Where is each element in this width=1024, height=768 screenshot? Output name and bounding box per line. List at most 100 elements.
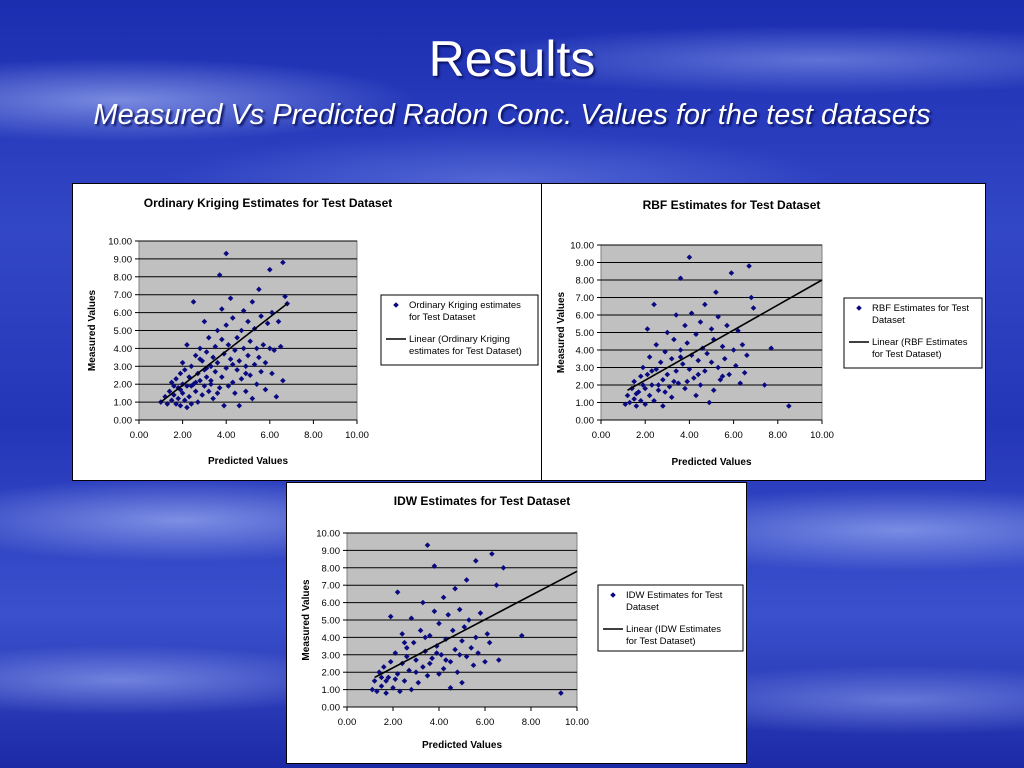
- data-point: [256, 354, 262, 361]
- data-point: [212, 368, 219, 375]
- data-point: [649, 368, 655, 374]
- trendline: [374, 570, 578, 679]
- data-point: [267, 345, 273, 352]
- data-point: [622, 401, 629, 408]
- y-tick-label: 1.00: [322, 685, 341, 696]
- data-point: [247, 372, 253, 379]
- data-point: [240, 308, 247, 314]
- data-point: [210, 354, 216, 361]
- data-point: [404, 653, 410, 660]
- y-tick-label: 4.00: [576, 346, 595, 357]
- x-tick-label: 8.00: [304, 430, 323, 441]
- data-point: [392, 676, 399, 682]
- legend-entry-line: for Test Dataset: [409, 312, 476, 323]
- y-tick-label: 9.00: [114, 254, 133, 265]
- data-point: [229, 379, 236, 386]
- data-point: [399, 631, 405, 637]
- data-point: [277, 343, 284, 350]
- x-tick-label: 2.00: [636, 430, 655, 441]
- data-point: [201, 318, 208, 325]
- data-point: [374, 688, 380, 695]
- y-axis-label: Measured Values: [301, 579, 312, 661]
- data-point: [401, 678, 408, 684]
- x-tick-label: 2.00: [173, 430, 192, 441]
- y-tick-label: 7.00: [576, 293, 595, 304]
- legend-entry-line: for Test Dataset): [626, 636, 696, 647]
- data-point: [177, 370, 184, 377]
- data-point: [258, 368, 264, 375]
- data-point: [682, 322, 688, 329]
- data-point: [221, 402, 227, 409]
- data-point: [704, 350, 710, 357]
- legend-entry-line: Linear (Ordinary Kriging: [409, 334, 510, 345]
- data-point: [234, 334, 240, 341]
- data-point: [558, 690, 564, 696]
- x-tick-label: 0.00: [592, 430, 611, 441]
- legend-entry-line: for Test Dataset): [872, 349, 942, 360]
- data-point: [197, 356, 203, 362]
- data-point: [208, 381, 214, 387]
- data-point: [456, 606, 463, 613]
- data-point: [675, 380, 682, 387]
- y-tick-label: 5.00: [322, 616, 341, 627]
- data-point: [214, 359, 221, 366]
- data-point: [232, 347, 238, 353]
- trendline: [627, 279, 823, 391]
- data-point: [253, 345, 260, 352]
- data-point: [713, 289, 719, 296]
- legend-box: [380, 294, 539, 366]
- data-point: [637, 373, 644, 380]
- data-point: [477, 610, 484, 616]
- data-point: [445, 611, 451, 618]
- y-tick-label: 3.00: [114, 362, 133, 373]
- data-point: [243, 388, 249, 395]
- data-point: [245, 352, 251, 359]
- data-point: [519, 632, 525, 639]
- x-tick-label: 4.00: [217, 430, 236, 441]
- legend-box: [843, 297, 983, 369]
- data-point: [227, 295, 234, 302]
- data-point: [500, 565, 507, 571]
- data-point: [644, 326, 651, 332]
- data-point: [408, 686, 415, 693]
- data-point: [664, 329, 671, 336]
- data-point: [719, 343, 726, 350]
- data-point: [251, 361, 258, 368]
- data-point: [236, 402, 243, 409]
- data-point: [468, 645, 474, 651]
- data-point: [173, 401, 179, 407]
- data-point: [269, 309, 275, 316]
- data-point: [205, 388, 212, 395]
- data-point: [383, 690, 389, 696]
- data-point: [748, 294, 755, 301]
- y-tick-label: 4.00: [322, 633, 341, 644]
- data-point: [234, 367, 240, 373]
- legend-box: [597, 584, 744, 652]
- data-point: [761, 382, 768, 388]
- y-tick-label: 10.00: [108, 237, 132, 248]
- legend-entry: RBF Estimates for Test Dataset: [872, 303, 969, 326]
- data-point: [429, 655, 435, 662]
- data-point: [383, 678, 389, 684]
- data-point: [166, 388, 173, 395]
- data-point: [238, 327, 245, 334]
- data-point: [664, 371, 671, 378]
- x-axis-label: Predicted Values: [422, 740, 502, 751]
- data-point: [633, 403, 640, 409]
- y-tick-label: 3.00: [322, 650, 341, 661]
- legend-entry-line: IDW Estimates for Test: [626, 590, 723, 601]
- data-point: [631, 378, 637, 385]
- data-point: [684, 340, 690, 346]
- data-point: [644, 371, 651, 378]
- chart-title: IDW Estimates for Test Dataset: [394, 494, 571, 508]
- data-point: [463, 577, 470, 583]
- data-point: [260, 342, 267, 348]
- data-point: [223, 322, 229, 328]
- data-point: [768, 345, 774, 352]
- data-point: [413, 657, 419, 663]
- data-point: [203, 365, 210, 371]
- data-point: [275, 318, 282, 325]
- slide-subtitle: Measured Vs Predicted Radon Conc. Values…: [93, 99, 931, 131]
- x-tick-label: 8.00: [769, 430, 788, 441]
- data-point: [236, 358, 243, 364]
